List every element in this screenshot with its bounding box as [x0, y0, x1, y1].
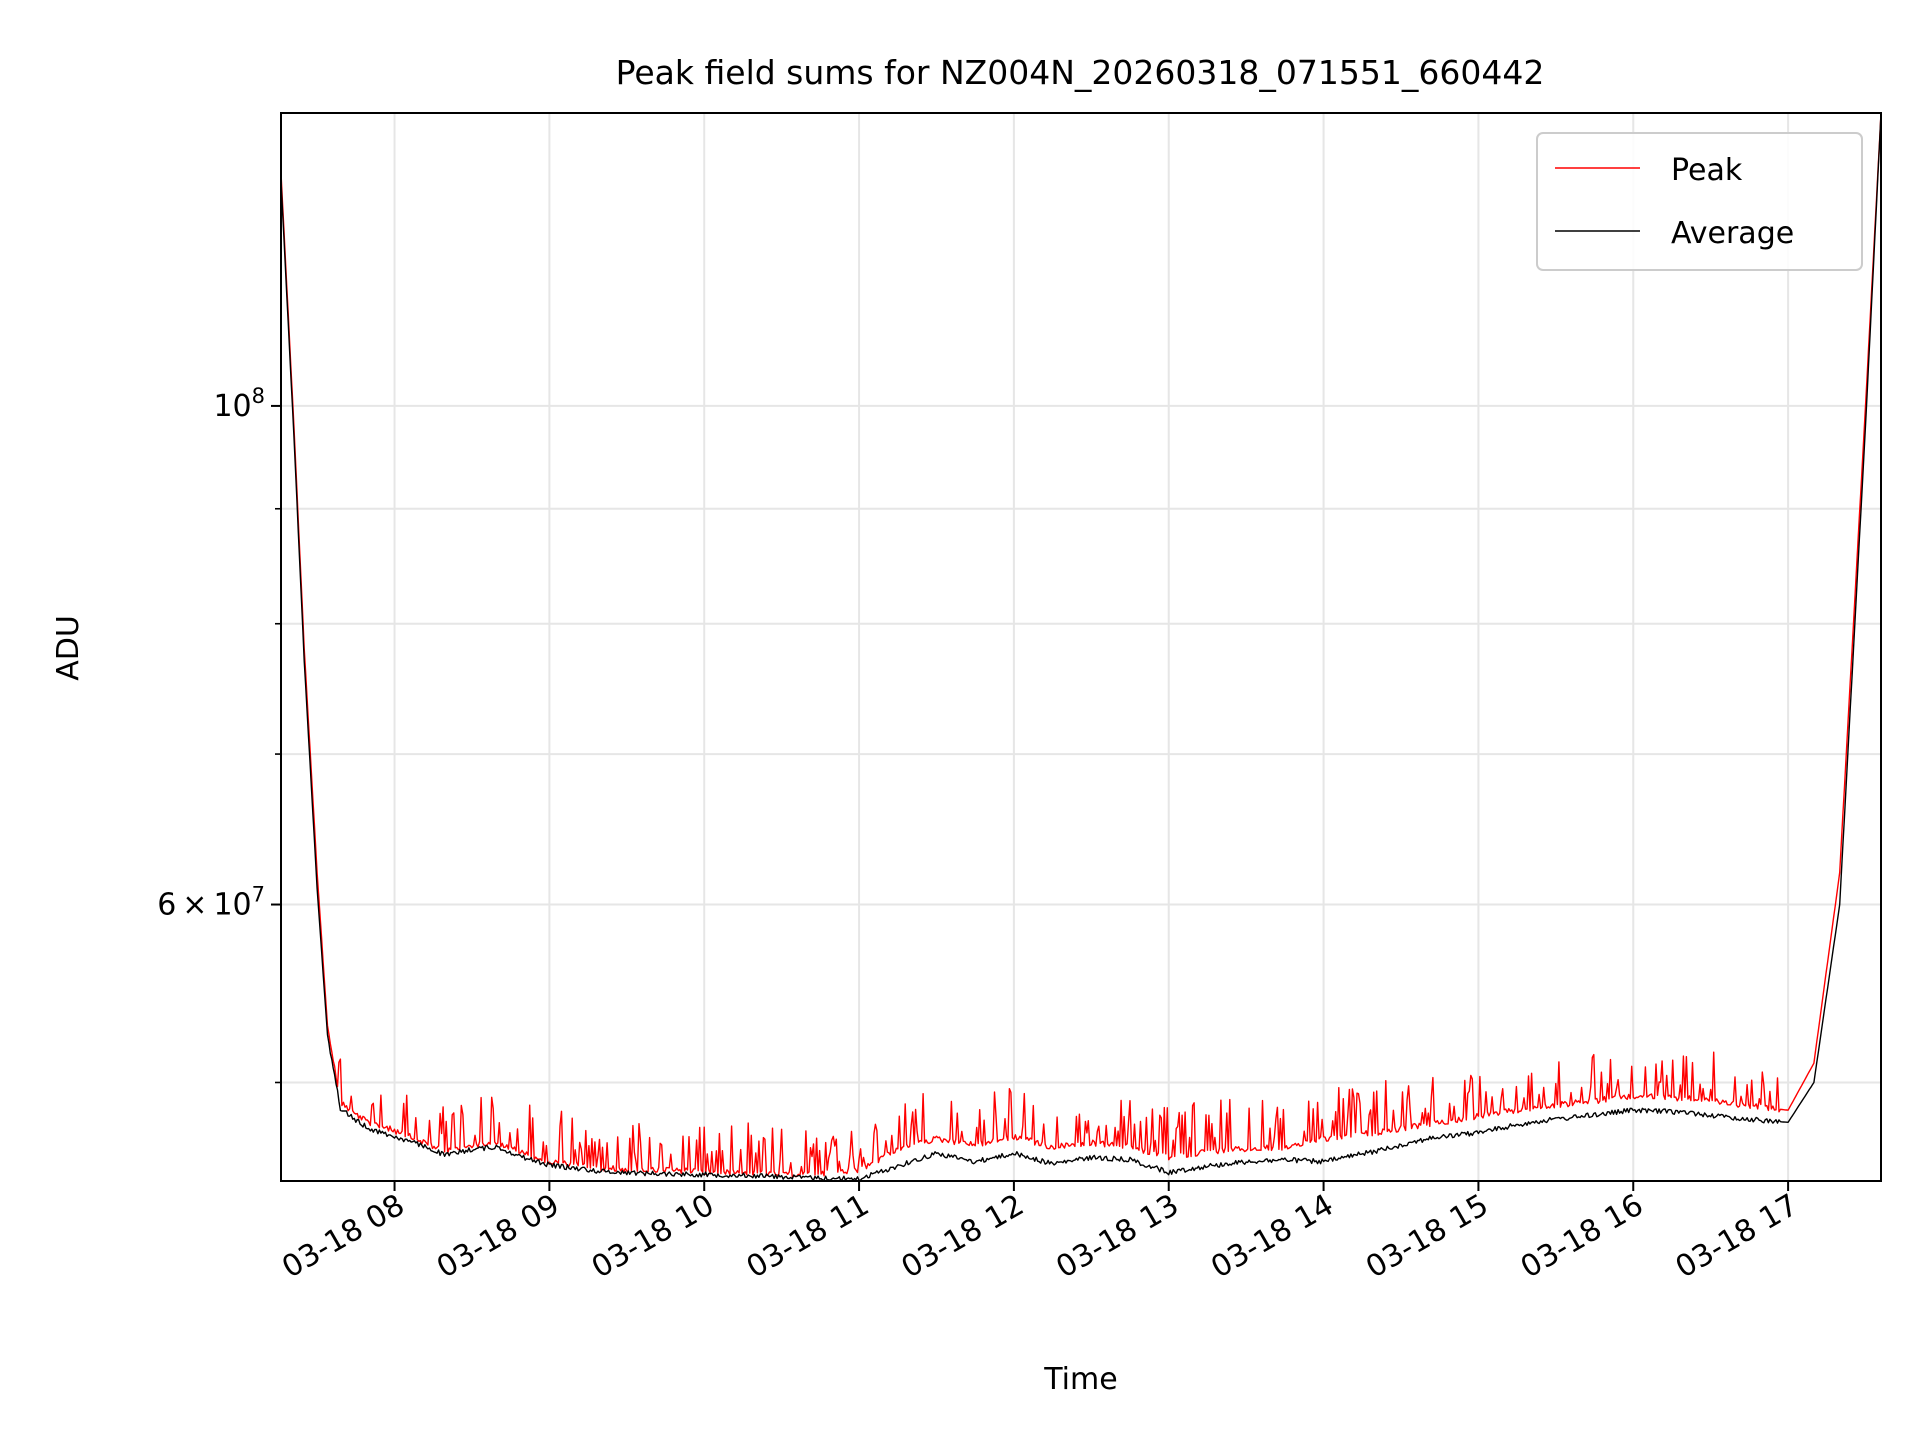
y-axis-label: ADU: [51, 615, 86, 681]
plot-frame: [280, 112, 1882, 1182]
y-axis: 108 6 × 107: [157, 384, 281, 1084]
y-tick-label: 108: [213, 384, 265, 424]
chart-title: Peak field sums for NZ004N_20260318_0715…: [616, 53, 1545, 92]
legend: Peak Average: [1536, 132, 1863, 271]
series-line-average: [281, 113, 1881, 1181]
legend-label-average: Average: [1671, 216, 1794, 251]
legend-label-peak: Peak: [1671, 153, 1743, 188]
series-line-peak: [281, 113, 1881, 1178]
y-tick-label: 6 × 107: [157, 883, 265, 923]
x-axis-label: Time: [1043, 1362, 1117, 1397]
series-layer: [281, 113, 1881, 1181]
grid: [281, 113, 1881, 1181]
